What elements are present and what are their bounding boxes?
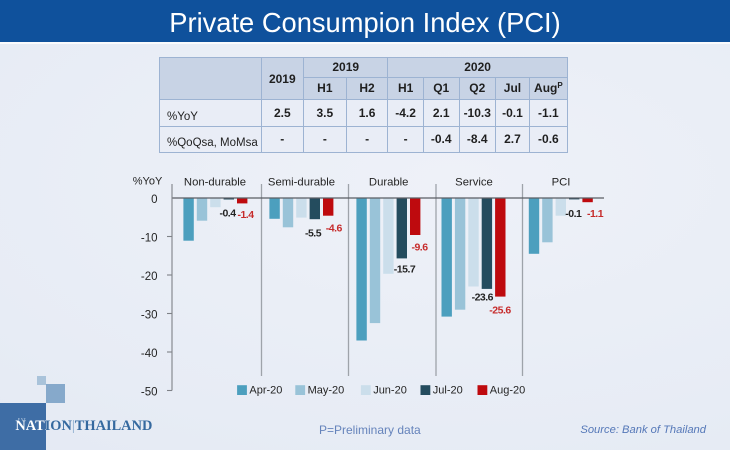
svg-text:PCI: PCI <box>552 177 571 189</box>
svg-text:Jul-20: Jul-20 <box>433 385 463 397</box>
svg-text:-10: -10 <box>141 233 158 245</box>
svg-text:-23.6: -23.6 <box>472 292 494 304</box>
svg-text:-20: -20 <box>141 271 158 283</box>
svg-text:Service: Service <box>455 177 493 189</box>
svg-text:-15.7: -15.7 <box>394 264 416 276</box>
svg-text:Semi-durable: Semi-durable <box>268 177 335 189</box>
svg-text:-4.6: -4.6 <box>326 223 343 235</box>
svg-text:-50: -50 <box>141 387 158 399</box>
svg-text:-40: -40 <box>141 348 158 360</box>
svg-text:-0.4: -0.4 <box>219 207 236 219</box>
svg-text:-30: -30 <box>141 310 158 322</box>
svg-text:-9.6: -9.6 <box>411 242 428 254</box>
svg-text:-1.4: -1.4 <box>237 209 254 221</box>
svg-text:Durable: Durable <box>369 177 409 189</box>
svg-text:-1.1: -1.1 <box>587 208 604 220</box>
svg-text:Apr-20: Apr-20 <box>249 385 282 397</box>
svg-text:Aug-20: Aug-20 <box>490 385 525 397</box>
svg-text:-25.6: -25.6 <box>489 305 511 317</box>
svg-text:Jun-20: Jun-20 <box>373 385 407 397</box>
svg-text:May-20: May-20 <box>308 385 345 397</box>
svg-text:-5.5: -5.5 <box>305 228 322 240</box>
svg-text:%YoY: %YoY <box>133 176 163 188</box>
svg-text:0: 0 <box>151 194 157 206</box>
svg-text:Non-durable: Non-durable <box>184 177 246 189</box>
svg-text:-0.1: -0.1 <box>565 208 582 220</box>
